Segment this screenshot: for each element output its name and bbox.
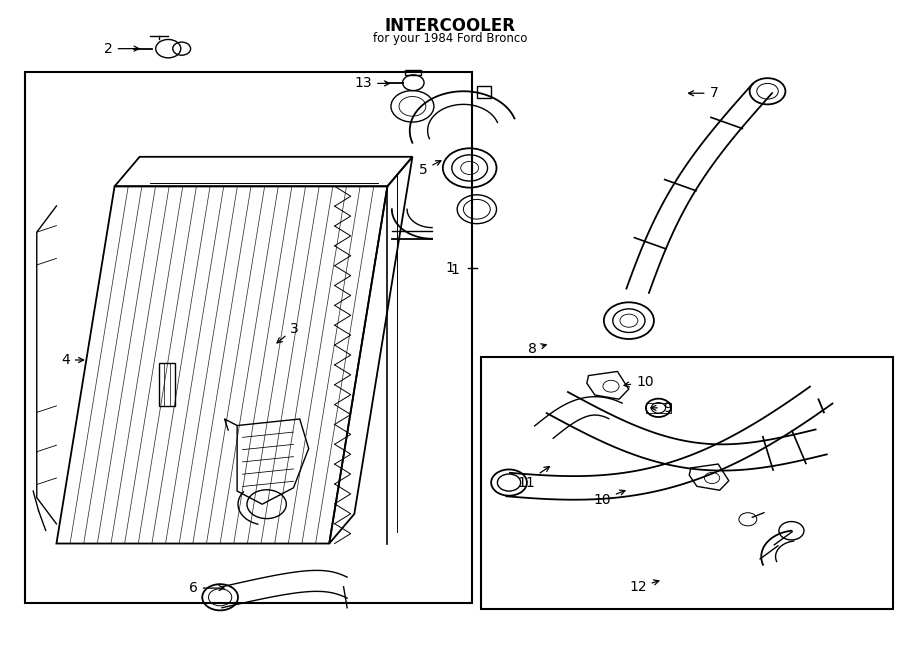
Text: 10: 10 (624, 375, 653, 389)
Text: 6: 6 (189, 581, 224, 595)
Text: 1: 1 (446, 261, 454, 275)
Bar (405, 69, 421, 75)
Bar (25, 71, 472, 603)
Bar (477, 86, 491, 98)
Text: 2: 2 (104, 42, 139, 56)
Text: for your 1984 Ford Bronco: for your 1984 Ford Bronco (373, 32, 527, 46)
Text: 9: 9 (651, 401, 671, 415)
Text: INTERCOOLER: INTERCOOLER (384, 17, 516, 35)
Text: 10: 10 (593, 490, 625, 506)
Text: 11: 11 (518, 467, 549, 490)
Text: 4: 4 (61, 353, 84, 367)
Text: 13: 13 (355, 77, 390, 91)
Text: 8: 8 (528, 342, 546, 356)
Text: 7: 7 (688, 86, 718, 100)
Bar (159, 364, 176, 406)
Text: 12: 12 (629, 580, 659, 594)
Text: 5: 5 (418, 161, 441, 177)
Bar (482, 357, 893, 609)
Bar (646, 403, 670, 413)
Text: 3: 3 (277, 321, 299, 343)
Text: 1: 1 (450, 263, 459, 277)
